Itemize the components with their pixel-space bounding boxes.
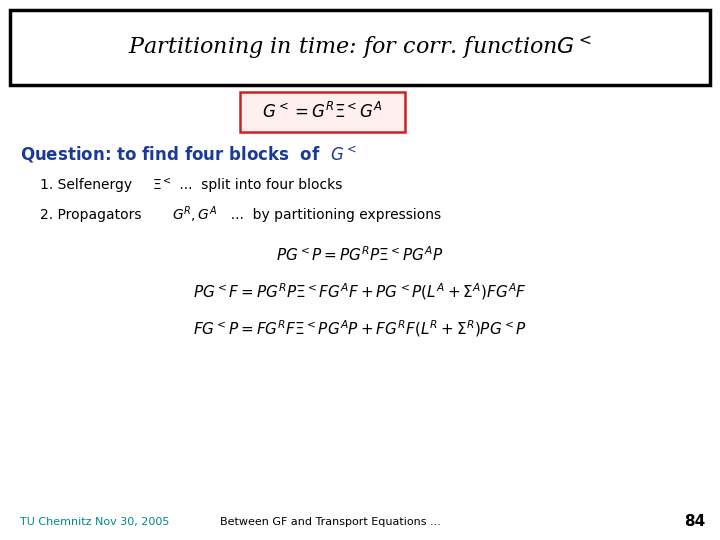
Text: $G^< = G^R\Xi^< G^A$: $G^< = G^R\Xi^< G^A$	[261, 102, 382, 122]
Text: Between GF and Transport Equations ...: Between GF and Transport Equations ...	[220, 517, 441, 527]
Text: $\Xi^<$: $\Xi^<$	[152, 177, 172, 193]
FancyBboxPatch shape	[10, 10, 710, 85]
Text: $PG^{<}F = PG^{R}P\Xi^{<}FG^{A}F + PG^{<}P(L^A + \Sigma^A)FG^{A}F$: $PG^{<}F = PG^{R}P\Xi^{<}FG^{A}F + PG^{<…	[193, 282, 527, 302]
Text: 1. Selfenergy: 1. Selfenergy	[40, 178, 137, 192]
Text: Partitioning in time: for corr. function$G^<$: Partitioning in time: for corr. function…	[128, 35, 592, 62]
Text: $FG^{<}P = FG^{R}F\Xi^{<}PG^{A}P + FG^{R}F(L^R + \Sigma^R)PG^{<}P$: $FG^{<}P = FG^{R}F\Xi^{<}PG^{A}P + FG^{R…	[193, 319, 527, 339]
Text: TU Chemnitz Nov 30, 2005: TU Chemnitz Nov 30, 2005	[20, 517, 169, 527]
Text: ...  by partitioning expressions: ... by partitioning expressions	[222, 208, 441, 222]
Text: $PG^{<}P = PG^{R}P\Xi^{<}PG^{A}P$: $PG^{<}P = PG^{R}P\Xi^{<}PG^{A}P$	[276, 246, 444, 265]
Text: Question: to find four blocks  of  $G^<$: Question: to find four blocks of $G^<$	[20, 145, 357, 165]
Text: 84: 84	[684, 515, 705, 530]
Text: $G^R, G^A$: $G^R, G^A$	[172, 205, 217, 225]
Text: ...  split into four blocks: ... split into four blocks	[175, 178, 343, 192]
FancyBboxPatch shape	[240, 92, 405, 132]
Text: 2. Propagators: 2. Propagators	[40, 208, 150, 222]
